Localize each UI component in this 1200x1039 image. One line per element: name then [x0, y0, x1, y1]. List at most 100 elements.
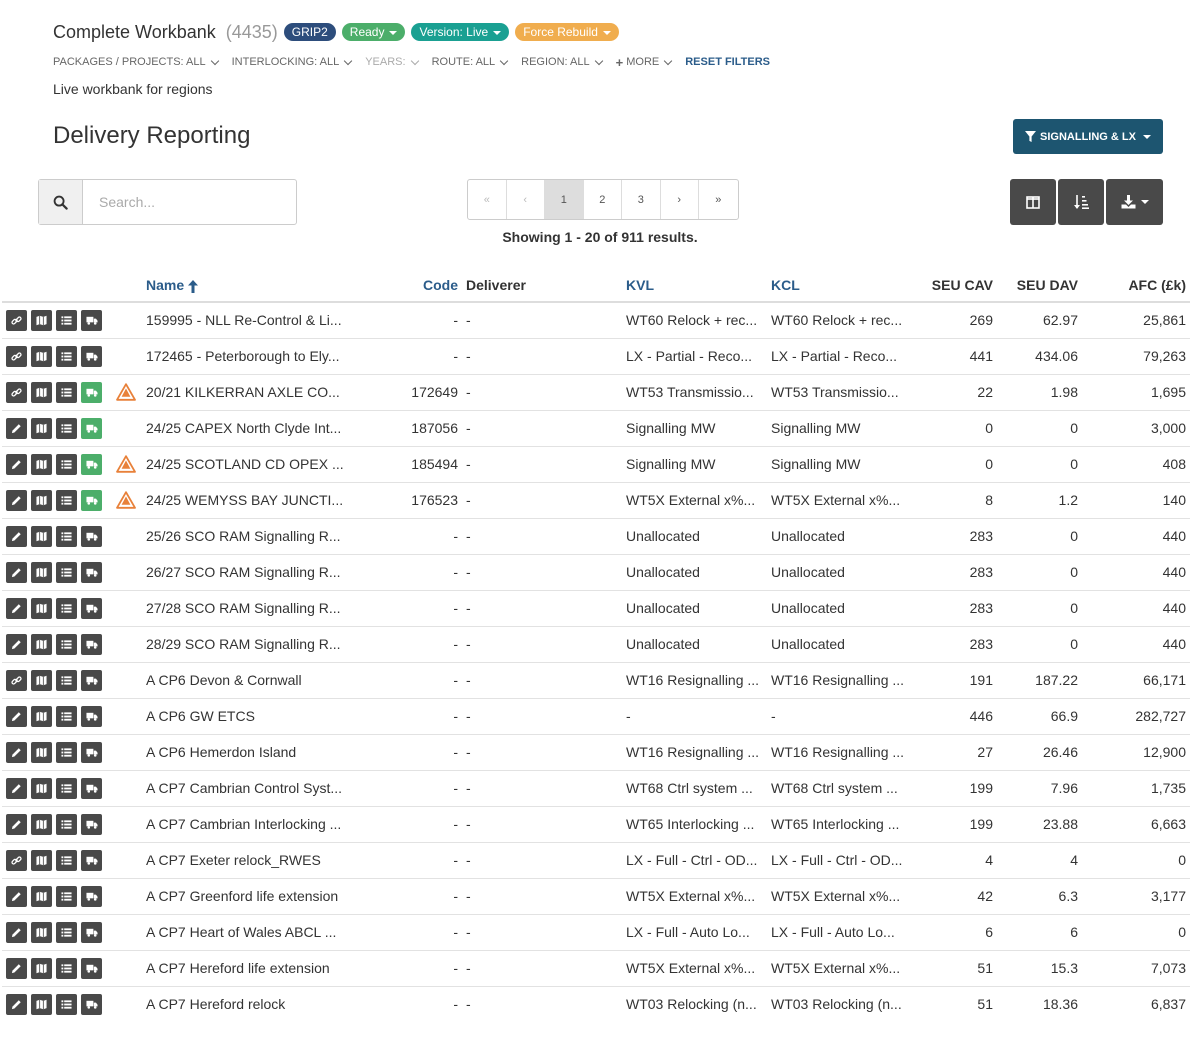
name-column-header[interactable]: Name — [142, 269, 387, 303]
table-row[interactable]: 20/21 KILKERRAN AXLE CO... 172649- WT53 Tr… — [2, 373, 1190, 410]
delivery-button[interactable] — [81, 921, 102, 943]
table-row[interactable]: A CP7 Exeter relock_RWES - - LX - Full - Ct… — [2, 841, 1190, 878]
cell-name[interactable]: A CP7 Hereford life extension — [142, 949, 387, 986]
delivery-button[interactable] — [81, 633, 102, 655]
map-button[interactable] — [31, 381, 52, 403]
map-button[interactable] — [31, 849, 52, 871]
delivery-button[interactable] — [81, 309, 102, 331]
link-button[interactable] — [6, 849, 27, 871]
delivery-button[interactable] — [81, 561, 102, 583]
map-button[interactable] — [31, 921, 52, 943]
cell-name[interactable]: A CP6 GW ETCS — [142, 697, 387, 734]
filter-packages[interactable]: PACKAGES / PROJECTS: ALL — [53, 56, 219, 68]
reset-filters-link[interactable]: RESET FILTERS — [685, 56, 770, 68]
list-button[interactable] — [56, 309, 77, 331]
table-row[interactable]: 159995 - NLL Re-Control & Li... - - WT60 Re… — [2, 301, 1190, 338]
delivery-button[interactable] — [81, 489, 102, 511]
table-row[interactable]: A CP7 Heart of Wales ABCL ... - - LX - Full… — [2, 913, 1190, 950]
link-button[interactable] — [6, 345, 27, 367]
table-row[interactable]: A CP7 Greenford life extension - - WT5X Ext… — [2, 877, 1190, 914]
afc-column-header[interactable]: AFC (£k) — [1082, 269, 1190, 303]
signalling-filter-button[interactable]: SIGNALLING & LX — [1013, 119, 1163, 154]
delivery-button[interactable] — [81, 417, 102, 439]
table-row[interactable]: 24/25 WEMYSS BAY JUNCTI... 176523- WT5X Ex… — [2, 481, 1190, 518]
page-next-button[interactable]: › — [661, 180, 699, 219]
table-row[interactable]: 172465 - Peterborough to Ely... - - LX - Pa… — [2, 337, 1190, 374]
map-button[interactable] — [31, 957, 52, 979]
list-button[interactable] — [56, 525, 77, 547]
list-button[interactable] — [56, 921, 77, 943]
list-button[interactable] — [56, 381, 77, 403]
map-button[interactable] — [31, 633, 52, 655]
search-input[interactable] — [83, 180, 296, 224]
edit-button[interactable] — [6, 885, 27, 907]
page-first-button[interactable]: « — [468, 180, 507, 219]
cell-name[interactable]: A CP7 Cambrian Control Syst... — [142, 769, 387, 806]
edit-button[interactable] — [6, 921, 27, 943]
table-row[interactable]: A CP6 Hemerdon Island - - WT16 Resignalling… — [2, 733, 1190, 770]
delivery-button[interactable] — [81, 705, 102, 727]
list-button[interactable] — [56, 489, 77, 511]
map-button[interactable] — [31, 309, 52, 331]
cell-name[interactable]: 24/25 CAPEX North Clyde Int... — [142, 409, 387, 446]
table-row[interactable]: 26/27 SCO RAM Signalling R... - - Unallocat… — [2, 553, 1190, 590]
edit-button[interactable] — [6, 705, 27, 727]
cell-name[interactable]: A CP7 Heart of Wales ABCL ... — [142, 913, 387, 950]
list-button[interactable] — [56, 777, 77, 799]
cell-name[interactable]: A CP7 Exeter relock_RWES — [142, 841, 387, 878]
edit-button[interactable] — [6, 453, 27, 475]
cell-name[interactable]: 26/27 SCO RAM Signalling R... — [142, 553, 387, 590]
delivery-button[interactable] — [81, 993, 102, 1015]
page-2-button[interactable]: 2 — [584, 180, 622, 219]
page-3-button[interactable]: 3 — [622, 180, 661, 219]
cell-name[interactable]: A CP6 Hemerdon Island — [142, 733, 387, 770]
table-row[interactable]: A CP7 Cambrian Interlocking ... - - WT65 In… — [2, 805, 1190, 842]
cell-name[interactable]: 159995 - NLL Re-Control & Li... — [142, 301, 387, 338]
list-button[interactable] — [56, 813, 77, 835]
delivery-button[interactable] — [81, 777, 102, 799]
table-row[interactable]: 24/25 CAPEX North Clyde Int... 187056- Sig… — [2, 409, 1190, 446]
sort-button[interactable] — [1058, 179, 1104, 225]
link-button[interactable] — [6, 381, 27, 403]
kvl-column-header[interactable]: KVL — [622, 269, 767, 303]
list-button[interactable] — [56, 561, 77, 583]
list-button[interactable] — [56, 345, 77, 367]
filter-region[interactable]: REGION: ALL — [521, 56, 603, 68]
edit-button[interactable] — [6, 993, 27, 1015]
delivery-button[interactable] — [81, 525, 102, 547]
edit-button[interactable] — [6, 633, 27, 655]
force-rebuild-dropdown[interactable]: Force Rebuild — [515, 23, 619, 41]
kcl-column-header[interactable]: KCL — [767, 269, 912, 303]
columns-button[interactable] — [1010, 179, 1056, 225]
edit-button[interactable] — [6, 957, 27, 979]
edit-button[interactable] — [6, 525, 27, 547]
cell-name[interactable]: A CP6 Devon & Cornwall — [142, 661, 387, 698]
table-row[interactable]: 25/26 SCO RAM Signalling R... - - Unallocat… — [2, 517, 1190, 554]
delivery-button[interactable] — [81, 345, 102, 367]
map-button[interactable] — [31, 741, 52, 763]
list-button[interactable] — [56, 597, 77, 619]
table-row[interactable]: A CP6 GW ETCS - - - -446 66.9 282,727 — [2, 697, 1190, 734]
table-row[interactable]: 27/28 SCO RAM Signalling R... - - Unallocat… — [2, 589, 1190, 626]
delivery-button[interactable] — [81, 741, 102, 763]
table-row[interactable]: 24/25 SCOTLAND CD OPEX ... 185494- Signall… — [2, 445, 1190, 482]
list-button[interactable] — [56, 633, 77, 655]
seu-cav-column-header[interactable]: SEU CAV — [912, 269, 997, 303]
delivery-button[interactable] — [81, 597, 102, 619]
map-button[interactable] — [31, 345, 52, 367]
table-row[interactable]: A CP7 Cambrian Control Syst... - - WT68 Ctr… — [2, 769, 1190, 806]
edit-button[interactable] — [6, 489, 27, 511]
edit-button[interactable] — [6, 561, 27, 583]
map-button[interactable] — [31, 705, 52, 727]
cell-name[interactable]: A CP7 Hereford relock — [142, 985, 387, 1022]
download-dropdown-button[interactable] — [1106, 179, 1163, 225]
edit-button[interactable] — [6, 597, 27, 619]
cell-name[interactable]: 172465 - Peterborough to Ely... — [142, 337, 387, 374]
map-button[interactable] — [31, 489, 52, 511]
code-column-header[interactable]: Code — [387, 269, 462, 303]
delivery-button[interactable] — [81, 453, 102, 475]
cell-name[interactable]: 27/28 SCO RAM Signalling R... — [142, 589, 387, 626]
list-button[interactable] — [56, 741, 77, 763]
edit-button[interactable] — [6, 777, 27, 799]
delivery-button[interactable] — [81, 813, 102, 835]
